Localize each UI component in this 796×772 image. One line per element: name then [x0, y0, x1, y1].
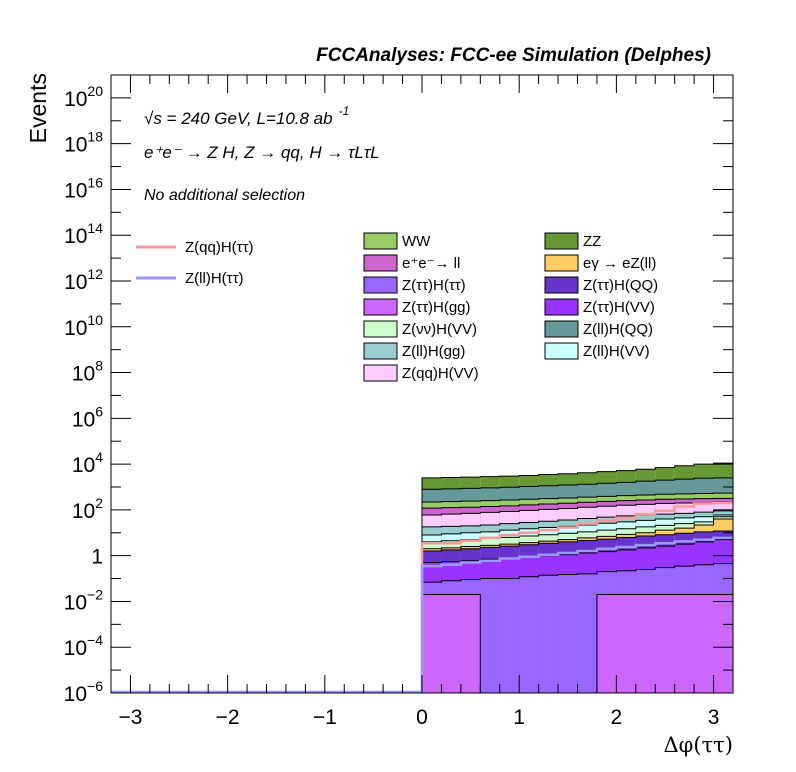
legend-swatch — [544, 276, 579, 294]
y-tick-label: 1018 — [64, 129, 103, 157]
outline-z-qq-h-vv- — [421, 501, 734, 693]
outline-z-h- — [421, 563, 734, 693]
process-annotation: e⁺e⁻ → Z H, Z → qq, H → τLτL — [144, 143, 380, 162]
legend-label: Z(ττ)H(QQ) — [583, 277, 658, 294]
outline-z-h-qq- — [421, 530, 734, 693]
y-tick-label: 1010 — [64, 312, 103, 340]
y-tick-label: 108 — [72, 358, 103, 386]
legend-swatch — [363, 232, 398, 250]
bar-z-h-gg--9 — [596, 594, 617, 693]
bar-z-h-gg--15 — [713, 594, 733, 693]
x-tick-label: 0 — [416, 706, 428, 729]
line-z-qq-h- — [111, 501, 733, 694]
bar-z-h--4 — [499, 578, 520, 693]
outline-z-ll-h-gg- — [421, 510, 734, 693]
x-tick-label: 3 — [708, 706, 720, 729]
x-axis-label: Δφ(ττ) — [664, 733, 734, 757]
legend-label: Z(νν)H(VV) — [402, 321, 477, 338]
x-tick-label: 1 — [513, 706, 525, 729]
legend-label: Z(qq)H(VV) — [402, 365, 479, 382]
bar-z-h-gg--1 — [441, 594, 461, 693]
legend-swatch — [363, 254, 398, 272]
bar-z-h--8 — [577, 573, 597, 693]
x-axis-ticks: −3 −2 −1 0 1 2 3 — [110, 75, 734, 729]
legend-label: Z(ττ)H(VV) — [583, 299, 655, 316]
outline-z-ll-h-qq- — [421, 477, 734, 693]
legend-label: WW — [402, 233, 431, 250]
legend-swatch — [363, 298, 398, 316]
bar-z-h-gg--11 — [635, 594, 656, 693]
legend-swatch — [363, 320, 398, 338]
y-tick-label: 1020 — [64, 83, 103, 111]
signal-lines — [111, 501, 733, 694]
y-tick-label: 10−4 — [64, 632, 104, 660]
outline-zz — [421, 462, 734, 693]
bar-z-h--3 — [480, 578, 500, 693]
legend-line-label: Z(ll)H(ττ) — [185, 270, 244, 287]
outline-ww — [421, 492, 734, 693]
legend-label: eγ → eZ(ll) — [583, 255, 656, 272]
outline-e-ez-ll- — [421, 518, 734, 693]
legend: Z(qq)H(ττ) Z(ll)H(ττ) WW ZZ e⁺e⁻→ ll eγ → eZ(… — [136, 232, 658, 382]
y-tick-label: 10−6 — [64, 678, 104, 706]
y-axis-label: Events — [25, 73, 51, 143]
legend-swatch — [363, 276, 398, 294]
y-tick-label: 10−2 — [64, 586, 104, 614]
bar-z-h-gg--13 — [674, 594, 695, 693]
y-tick-label: 106 — [72, 403, 103, 431]
outline-e-e-ll — [421, 497, 734, 693]
y-axis-ticks: 10−6 10−4 10−2 1 102 104 106 108 1010 1012 1014 101… — [64, 74, 733, 706]
legend-swatch — [363, 364, 398, 382]
x-tick-label: −1 — [313, 706, 337, 729]
bar-z-h-gg--2 — [460, 594, 481, 693]
stacked-histogram — [421, 462, 734, 694]
legend-line-label: Z(qq)H(ττ) — [185, 239, 254, 256]
y-tick-label: 1014 — [64, 220, 103, 248]
legend-label: Z(ττ)H(ττ) — [402, 277, 466, 294]
legend-label: Z(ττ)H(gg) — [402, 299, 471, 316]
bar-z-h--7 — [558, 574, 578, 693]
chart-title: FCCAnalyses: FCC-ee Simulation (Delphes) — [316, 45, 711, 66]
legend-label: Z(ll)H(VV) — [583, 343, 650, 360]
y-tick-label: 1012 — [64, 266, 103, 294]
legend-swatch — [544, 342, 579, 360]
bar-z-h-gg--10 — [616, 594, 636, 693]
legend-swatch — [544, 254, 579, 272]
y-tick-label: 1016 — [64, 174, 103, 202]
legend-label: Z(ll)H(gg) — [402, 343, 465, 360]
y-tick-label: 102 — [72, 495, 103, 523]
legend-label: Z(ll)H(QQ) — [583, 321, 653, 338]
energy-annotation: √s = 240 GeV, L=10.8 ab -1 — [144, 104, 349, 128]
legend-label: ZZ — [583, 233, 601, 250]
x-tick-label: 2 — [611, 706, 623, 729]
legend-swatch — [363, 342, 398, 360]
legend-label: e⁺e⁻→ ll — [402, 255, 460, 272]
legend-swatch — [544, 298, 579, 316]
line-z-ll-h- — [111, 536, 733, 694]
bar-z-h--5 — [519, 576, 539, 693]
bar-z-h-gg--14 — [694, 594, 714, 693]
bar-z-h-gg--12 — [655, 594, 675, 693]
y-tick-label: 1 — [91, 546, 103, 569]
bar-z-h-gg--0 — [422, 594, 442, 693]
y-tick-label: 104 — [72, 449, 103, 477]
legend-swatch — [544, 320, 579, 338]
selection-annotation: No additional selection — [144, 187, 305, 204]
legend-swatch — [544, 232, 579, 250]
x-tick-label: −3 — [118, 706, 142, 729]
bar-z-h--6 — [538, 575, 559, 693]
x-tick-label: −2 — [216, 706, 240, 729]
